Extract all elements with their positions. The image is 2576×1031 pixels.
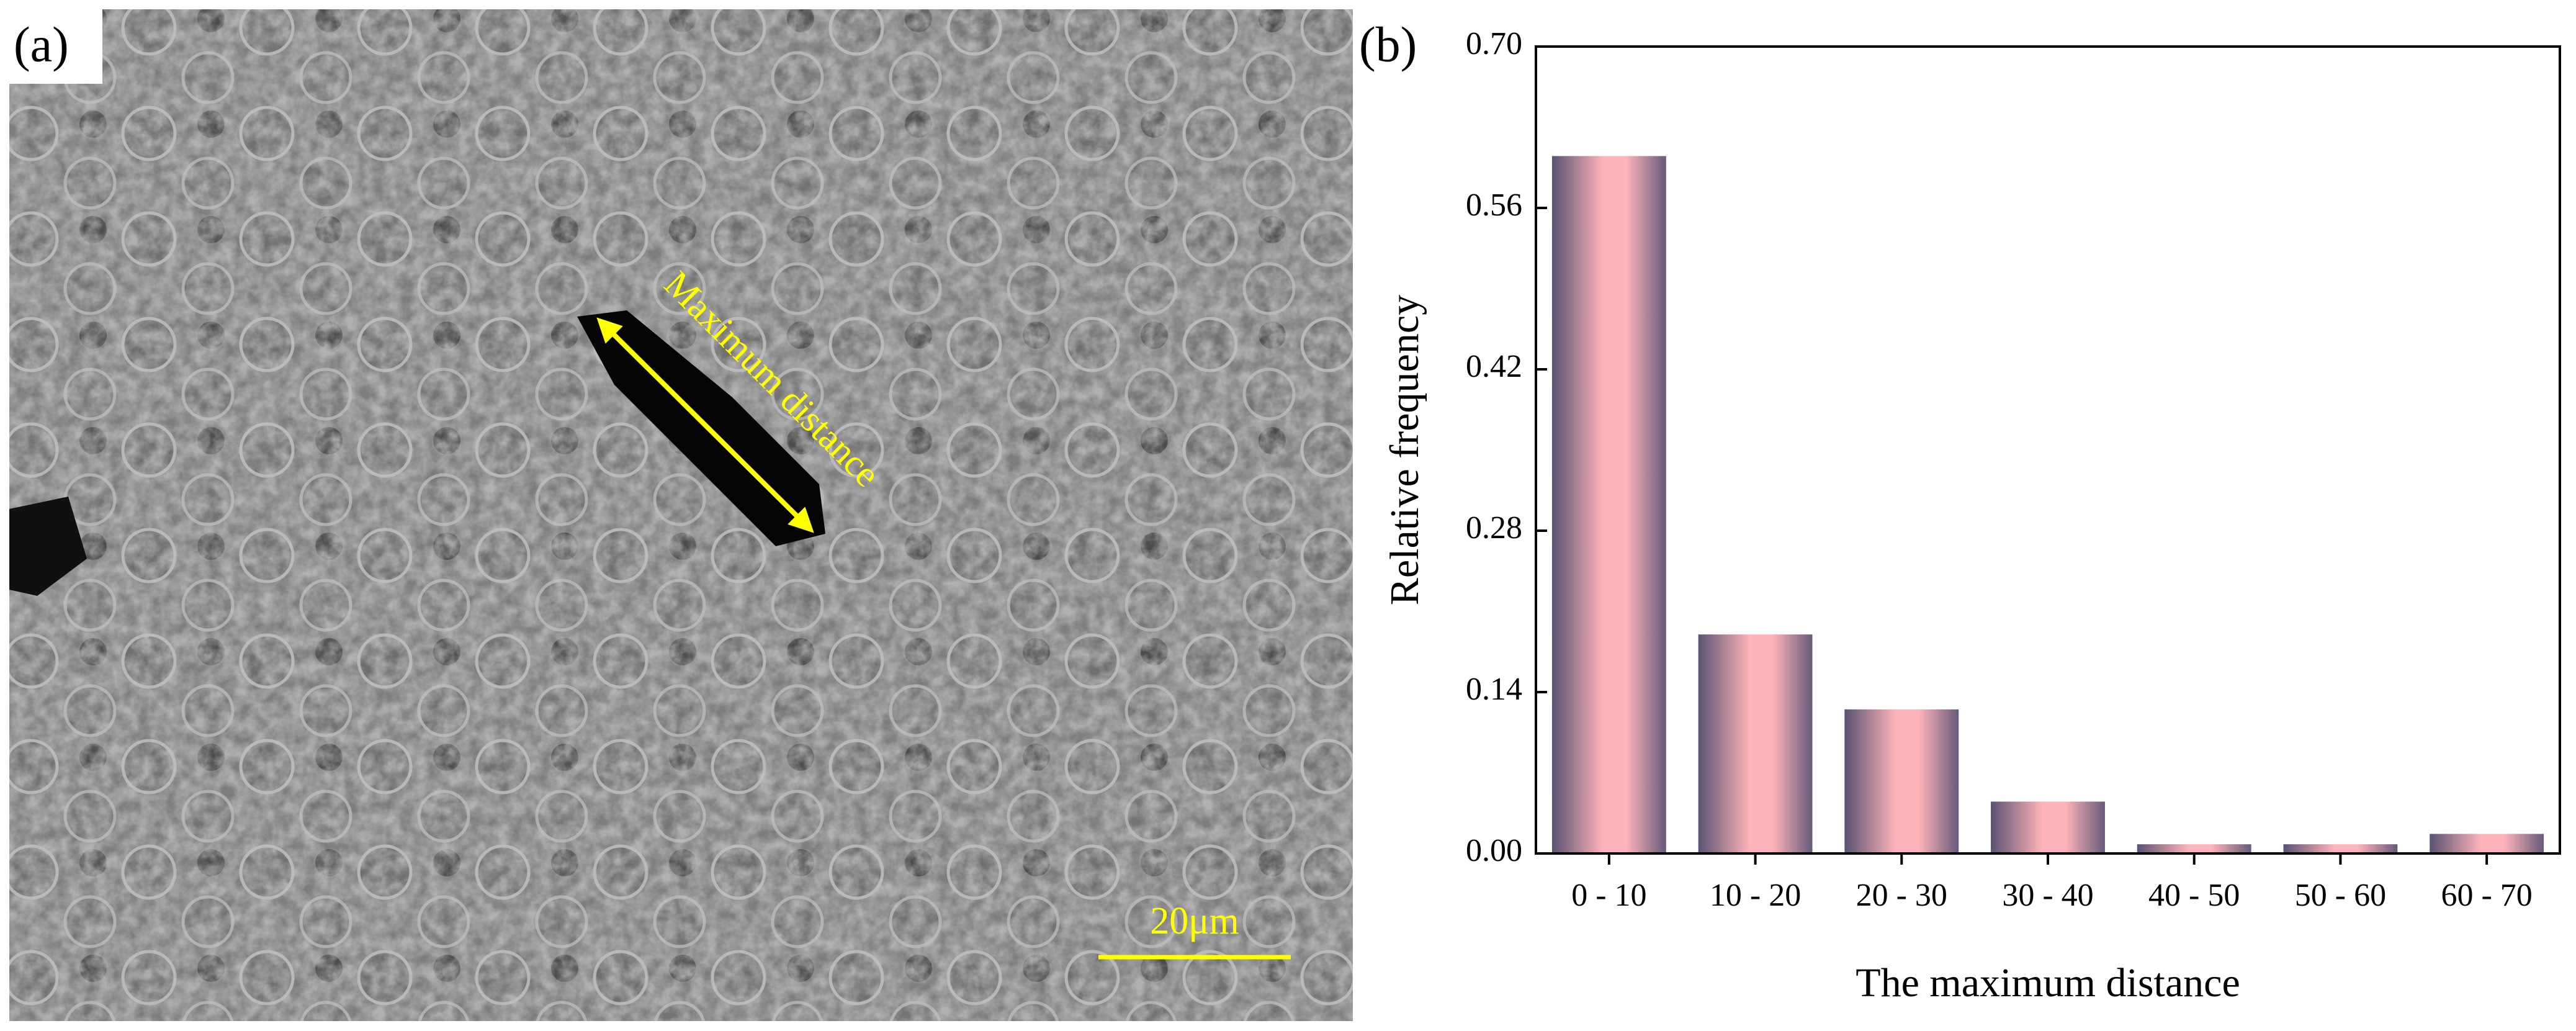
x-tick-label: 40 - 50 (2148, 878, 2240, 913)
bar (2283, 844, 2398, 853)
bar (1551, 156, 1666, 853)
x-tick-label: 0 - 10 (1571, 878, 1646, 913)
x-tick-label: 50 - 60 (2295, 878, 2386, 913)
bar (1698, 634, 1813, 853)
y-tick-label: 0.14 (1466, 672, 1522, 707)
y-tick-label: 0.00 (1466, 833, 1522, 868)
x-tick-label: 10 - 20 (1710, 878, 1801, 913)
x-axis-title: The maximum distance (1856, 960, 2240, 1006)
scale-bar-label: 20μm (1150, 900, 1239, 942)
bar (1991, 801, 2105, 853)
panel-label: (a) (14, 17, 69, 72)
sem-image: Maximum distance 20μm (a) (9, 9, 1353, 1021)
y-tick-label: 0.56 (1466, 187, 1522, 223)
y-tick-label: 0.28 (1466, 510, 1522, 546)
x-tick-label: 20 - 30 (1856, 878, 1947, 913)
bar (2137, 844, 2251, 853)
chart: (b) The maximum distance Relative freque… (1359, 17, 2561, 1006)
x-tick-label: 30 - 40 (2002, 878, 2093, 913)
plot-frame (1535, 45, 2561, 855)
x-tick-label: 60 - 70 (2441, 878, 2532, 913)
bar (1844, 709, 1959, 853)
y-tick-label: 0.70 (1466, 26, 1522, 61)
y-tick-label: 0.42 (1466, 349, 1522, 384)
bar (2430, 834, 2544, 853)
panel-label: (b) (1359, 17, 1417, 72)
y-axis-title: Relative frequency (1382, 295, 1427, 605)
